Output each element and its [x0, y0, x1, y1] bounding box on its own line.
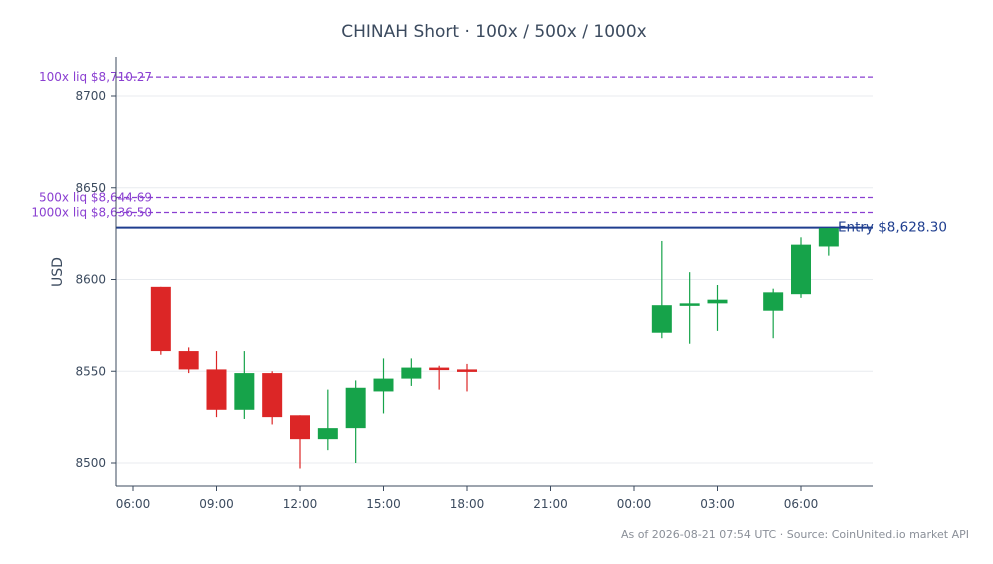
liq-label: 1000x liq $8,636.50: [31, 206, 152, 220]
candle-body: [707, 299, 728, 304]
entry-label: Entry $8,628.30: [838, 220, 947, 236]
x-tick-label: 00:00: [617, 497, 652, 511]
candle-body: [178, 351, 199, 370]
candle-body: [373, 378, 394, 392]
candle-body: [457, 369, 477, 372]
y-tick-label: 8600: [75, 273, 106, 287]
y-tick-label: 8550: [75, 364, 106, 378]
y-tick-label: 8650: [75, 181, 106, 195]
price-levels: 100x liq $8,710.27 500x liq $8,644.69 1000…: [31, 70, 947, 235]
y-tick-label: 8500: [75, 456, 106, 470]
candle-body: [317, 428, 338, 440]
chart-title: CHINAH Short · 100x / 500x / 1000x: [341, 22, 646, 42]
x-tick-label: 03:00: [700, 497, 735, 511]
x-tick-label: 15:00: [366, 497, 401, 511]
candle-body: [234, 373, 255, 410]
x-tick-label: 21:00: [533, 497, 568, 511]
candle-body: [290, 415, 310, 440]
candle-body: [763, 292, 784, 311]
x-tick-label: 06:00: [784, 497, 819, 511]
candle-body: [150, 286, 171, 352]
candle-body: [818, 228, 839, 247]
candle-body: [345, 387, 366, 429]
gridlines: [116, 95, 873, 464]
candle-body: [262, 373, 283, 418]
x-tick-label: 12:00: [283, 497, 318, 511]
footer-source: As of 2026-08-21 07:54 UTC · Source: Coi…: [621, 528, 969, 541]
candle-body: [679, 303, 700, 306]
liq-label: 100x liq $8,710.27: [39, 70, 152, 84]
x-tick-label: 18:00: [450, 497, 485, 511]
candle-body: [791, 244, 811, 295]
candle-body: [401, 367, 422, 379]
candle-body: [206, 369, 227, 410]
x-tick-label: 09:00: [199, 497, 234, 511]
y-tick-label: 8700: [75, 89, 106, 103]
y-axis-label: USD: [50, 257, 66, 287]
candle-body: [651, 305, 672, 333]
axes: 8500 8550 8600 8650 8700 06:00 09:00 12:00 15:00…: [75, 57, 873, 511]
liq-label: 500x liq $8,644.69: [39, 190, 152, 204]
x-tick-label: 06:00: [116, 497, 151, 511]
candles: [150, 228, 839, 469]
candle-body: [429, 367, 450, 371]
